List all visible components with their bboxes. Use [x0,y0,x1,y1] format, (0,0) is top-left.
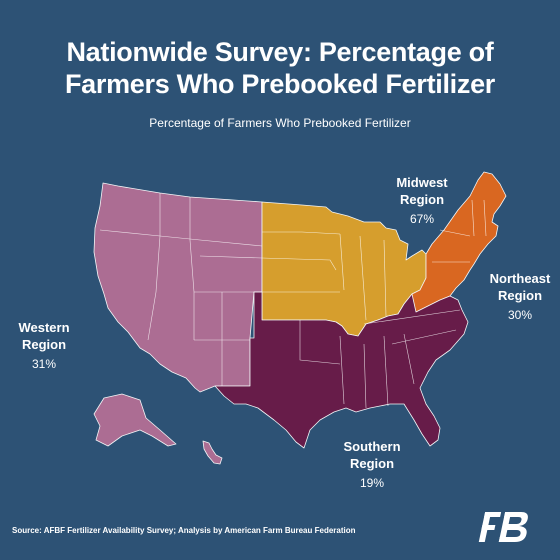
northeast-region-value: 30% [507,308,533,322]
southern-region-name-2: Region [349,456,395,471]
title-line-1: Nationwide Survey: Percentage of [66,37,494,67]
southern-region-value: 19% [359,476,385,490]
northeast-region-label: Northeast Region 30% [478,270,560,324]
southern-region-label: Southern Region 19% [330,438,414,492]
southern-region-name-1: Southern [343,439,401,454]
alaska-shape [93,393,177,447]
southern-region-shape [214,291,469,449]
farm-bureau-logo: FB [472,508,528,542]
northeast-region-name-2: Region [497,288,543,303]
farm-bureau-logo-text: FB [472,508,474,509]
midwest-region-name-1: Midwest [396,175,448,190]
midwest-region-name-2: Region [399,192,445,207]
northeast-region-name-1: Northeast [489,271,551,286]
western-region-label: Western Region 31% [2,319,86,373]
western-region-name-1: Western [18,320,70,335]
map-title: Nationwide Survey: Percentage of Farmers… [0,36,560,100]
hawaii-shape [202,440,223,465]
western-region-value: 31% [31,357,57,371]
source-note: Source: AFBF Fertilizer Availability Sur… [12,526,356,535]
western-region-name-2: Region [21,337,67,352]
map-subtitle: Percentage of Farmers Who Prebooked Fert… [149,116,411,130]
midwest-region-label: Midwest Region 67% [380,174,464,228]
title-line-2: Farmers Who Prebooked Fertilizer [64,69,495,99]
western-region-shape [93,182,263,393]
midwest-region-value: 67% [409,212,435,226]
